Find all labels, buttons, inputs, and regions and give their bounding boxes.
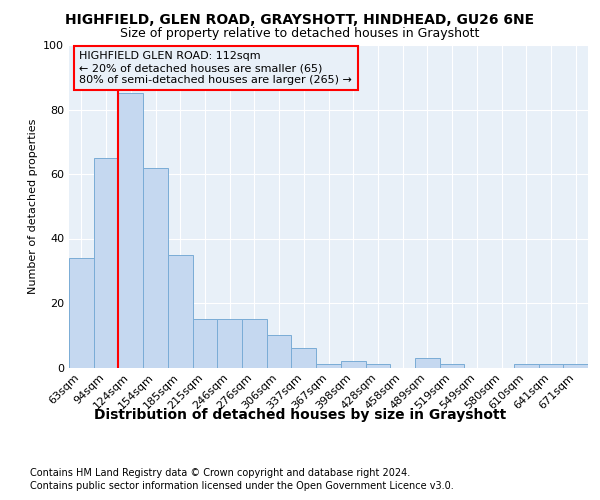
Bar [440, 364, 464, 368]
Bar [365, 364, 390, 368]
Text: HIGHFIELD GLEN ROAD: 112sqm
← 20% of detached houses are smaller (65)
80% of sem: HIGHFIELD GLEN ROAD: 112sqm ← 20% of det… [79, 52, 352, 84]
Bar [193, 319, 217, 368]
Bar [563, 364, 588, 368]
Bar [316, 364, 341, 368]
Bar [69, 258, 94, 368]
Bar [341, 361, 365, 368]
Text: Distribution of detached houses by size in Grayshott: Distribution of detached houses by size … [94, 408, 506, 422]
Text: Contains public sector information licensed under the Open Government Licence v3: Contains public sector information licen… [30, 481, 454, 491]
Bar [415, 358, 440, 368]
Bar [94, 158, 118, 368]
Text: Contains HM Land Registry data © Crown copyright and database right 2024.: Contains HM Land Registry data © Crown c… [30, 468, 410, 477]
Bar [217, 319, 242, 368]
Y-axis label: Number of detached properties: Number of detached properties [28, 118, 38, 294]
Bar [168, 254, 193, 368]
Bar [539, 364, 563, 368]
Bar [143, 168, 168, 368]
Text: HIGHFIELD, GLEN ROAD, GRAYSHOTT, HINDHEAD, GU26 6NE: HIGHFIELD, GLEN ROAD, GRAYSHOTT, HINDHEA… [65, 12, 535, 26]
Bar [242, 319, 267, 368]
Text: Size of property relative to detached houses in Grayshott: Size of property relative to detached ho… [121, 28, 479, 40]
Bar [292, 348, 316, 368]
Bar [118, 94, 143, 368]
Bar [514, 364, 539, 368]
Bar [267, 335, 292, 368]
